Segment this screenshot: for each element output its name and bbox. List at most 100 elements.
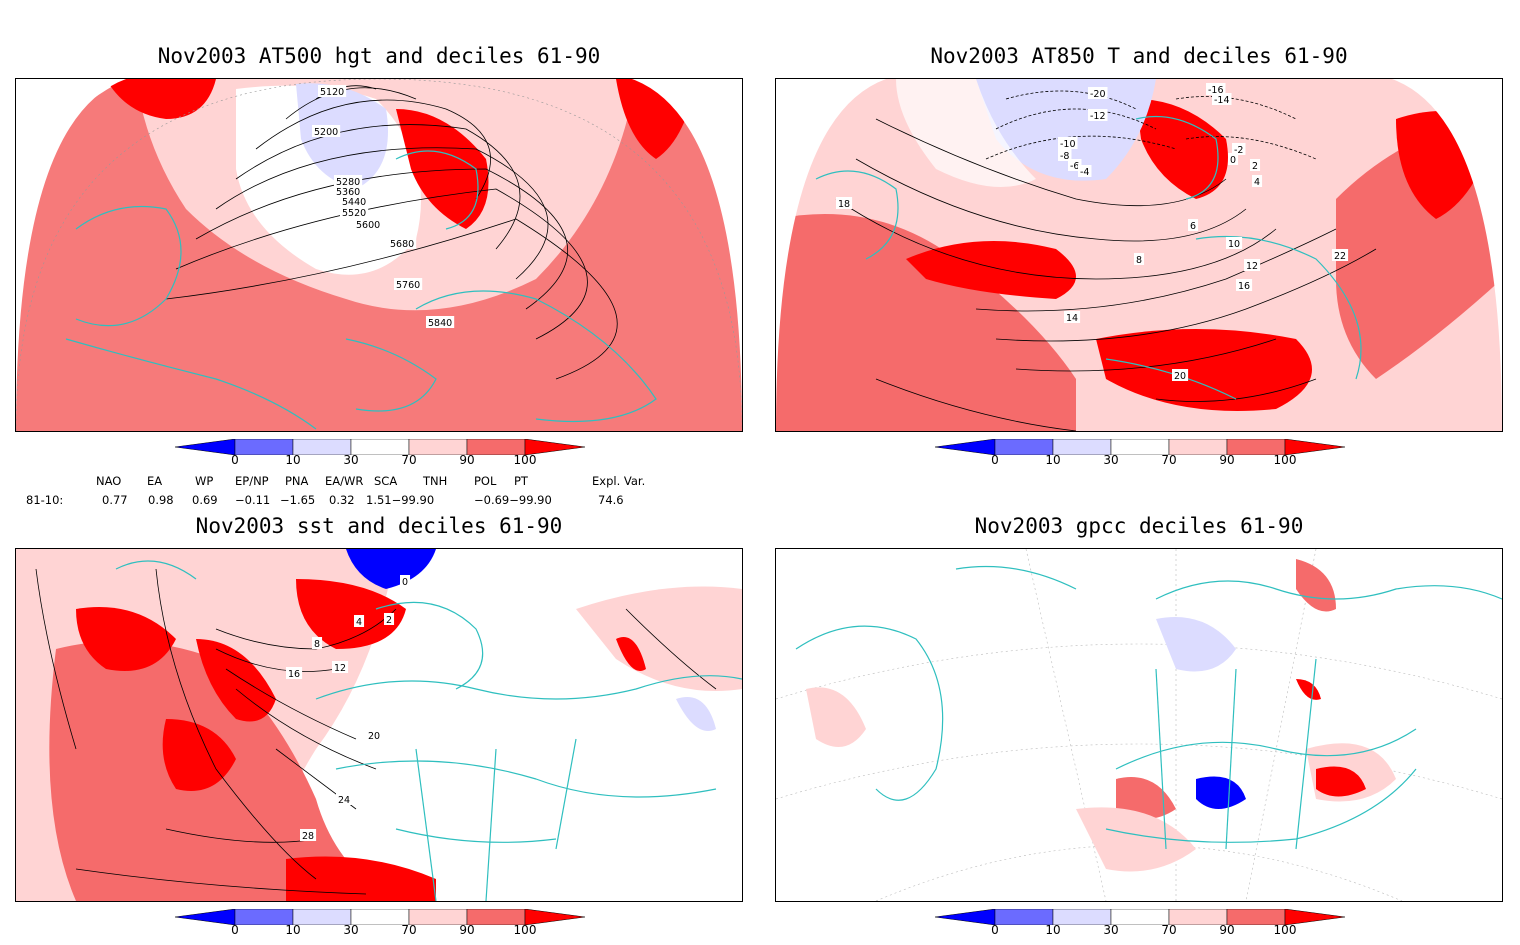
contour-label: 5520: [342, 208, 366, 219]
colorbar-tick-label: 30: [1103, 453, 1119, 467]
colorbar-tick-label: 70: [401, 923, 417, 937]
contour-label: 5440: [342, 197, 366, 208]
panel-title-at850: Nov2003 AT850 T and deciles 61-90: [930, 44, 1348, 68]
deciles-very-high-region: [76, 607, 176, 671]
contour-label: -14: [1214, 95, 1230, 106]
contour-label: 20: [368, 731, 380, 742]
colorbar-tick-label: 0: [231, 923, 239, 937]
precip-high-region-4: [806, 687, 866, 747]
map-at850-temp: -20 -16 -14 -12 -10 -8 -6 -4 -2 0 2 4 6 …: [775, 78, 1503, 432]
hemisphere-outline: [16, 79, 742, 431]
precip-very-high-region: [1316, 766, 1366, 797]
outside-hemisphere-left: [16, 79, 126, 431]
index-value: 1.51−99.90: [366, 493, 435, 507]
contour-label: 6: [1190, 221, 1196, 232]
colorbar-tick-label: 70: [401, 453, 417, 467]
deciles-low-region-east: [676, 697, 716, 731]
colorbar-at500: 0 10 30 70 90 100: [174, 438, 595, 475]
colorbar-tick-label: 10: [285, 923, 301, 937]
contour-label: 5840: [428, 318, 452, 329]
contour-label: 18: [838, 199, 850, 210]
colorbar-tick-label: 10: [1045, 453, 1061, 467]
colorbar-tick-label: 30: [343, 923, 359, 937]
contour-label: -16: [1208, 85, 1224, 96]
map-gpcc: [775, 548, 1503, 902]
colorbar-tick-label: 90: [459, 453, 475, 467]
panel-title-at500: Nov2003 AT500 hgt and deciles 61-90: [157, 44, 601, 68]
index-header: WP: [195, 474, 214, 488]
index-row-label: 81-10:: [26, 493, 64, 507]
colorbar-tick-label: 90: [1219, 923, 1235, 937]
contour-label: 12: [334, 663, 346, 674]
coastlines: [65, 150, 657, 430]
colorbar-tick-label: 10: [1045, 923, 1061, 937]
colorbar-tick-label: 0: [991, 453, 999, 467]
contour-label: 24: [338, 795, 350, 806]
panel-title-gpcc: Nov2003 gpcc deciles 61-90: [974, 514, 1304, 538]
colorbar-tick-label: 100: [1273, 453, 1297, 467]
contour-label: 4: [356, 617, 362, 628]
colorbar-tick-label: 100: [1273, 923, 1297, 937]
outside-hemisphere-left: [776, 79, 886, 431]
outside-hemisphere-right: [1392, 79, 1502, 431]
precip-low-region: [1156, 617, 1236, 672]
deciles-very-high-region-2: [162, 719, 236, 791]
colorbar-tick-label: 100: [513, 453, 537, 467]
contour-label: 22: [1334, 251, 1346, 262]
colorbar-tick-label: 30: [343, 453, 359, 467]
deciles-very-high-region-4: [196, 639, 276, 722]
colorbar-tick-label: 90: [1219, 453, 1235, 467]
deciles-low-region: [296, 83, 388, 189]
contour-lines: [35, 568, 717, 895]
precip-very-low-region: [1196, 776, 1246, 809]
index-header: SCA: [374, 474, 398, 488]
deciles-very-high-region-3: [296, 579, 406, 649]
deciles-very-high-region-3: [106, 79, 216, 119]
deciles-very-high-region-5: [286, 856, 436, 901]
contour-label: -2: [1234, 145, 1243, 156]
colorbar-at850: 0 10 30 70 90 100: [934, 438, 1355, 475]
contour-label: 5760: [396, 280, 420, 291]
coastlines: [115, 560, 742, 901]
contour-label: 5120: [320, 87, 344, 98]
deciles-very-high-region-3: [1136, 99, 1228, 199]
colorbar-tick-label: 70: [1161, 923, 1177, 937]
colorbar-tick-label: 70: [1161, 453, 1177, 467]
contour-label: 16: [1238, 281, 1250, 292]
colorbar-tick-label: 100: [513, 923, 537, 937]
map-gpcc-svg: [776, 549, 1502, 901]
index-value: 0.77: [102, 493, 128, 507]
deciles-high-region-east: [616, 637, 646, 671]
map-at500-hgt: 5120 5200 5280 5360 5440 5520 5600 5680 …: [15, 78, 743, 432]
contour-label: 5600: [356, 220, 380, 231]
colorbar-tick-label: 90: [459, 923, 475, 937]
contour-label: 8: [314, 639, 320, 650]
contour-label: 5200: [314, 127, 338, 138]
precip-high-region-3: [1116, 777, 1176, 819]
contour-labels: 0 2 4 8 12 16 20 24 28: [286, 575, 411, 842]
index-value: 0.32: [329, 493, 355, 507]
map-at850-svg: -20 -16 -14 -12 -10 -8 -6 -4 -2 0 2 4 6 …: [776, 79, 1502, 431]
contour-label: 2: [1252, 161, 1258, 172]
colorbar-swatches: [934, 438, 1346, 456]
deciles-very-low-region: [346, 549, 436, 589]
deciles-mid-region-east: [576, 586, 742, 691]
deciles-very-high-region-2: [1096, 329, 1312, 411]
index-value: 74.6: [598, 493, 624, 507]
contour-label: 20: [1174, 371, 1186, 382]
deciles-high-region: [776, 214, 1076, 431]
deciles-very-high-region: [396, 109, 489, 229]
colorbar-tick-label: 0: [991, 923, 999, 937]
index-value: −0.11: [235, 493, 271, 507]
index-value: −1.65: [280, 493, 316, 507]
contour-label: 12: [1246, 261, 1258, 272]
contour-label: -20: [1090, 89, 1106, 100]
contour-label: -6: [1070, 161, 1079, 172]
index-value: 0.98: [148, 493, 174, 507]
index-header: EP/NP: [235, 474, 269, 488]
contour-label: 4: [1254, 177, 1260, 188]
map-sst: 0 2 4 8 12 16 20 24 28: [15, 548, 743, 902]
contour-label: -12: [1090, 111, 1106, 122]
deciles-very-high-region: [906, 241, 1076, 299]
contour-label: 2: [386, 615, 392, 626]
